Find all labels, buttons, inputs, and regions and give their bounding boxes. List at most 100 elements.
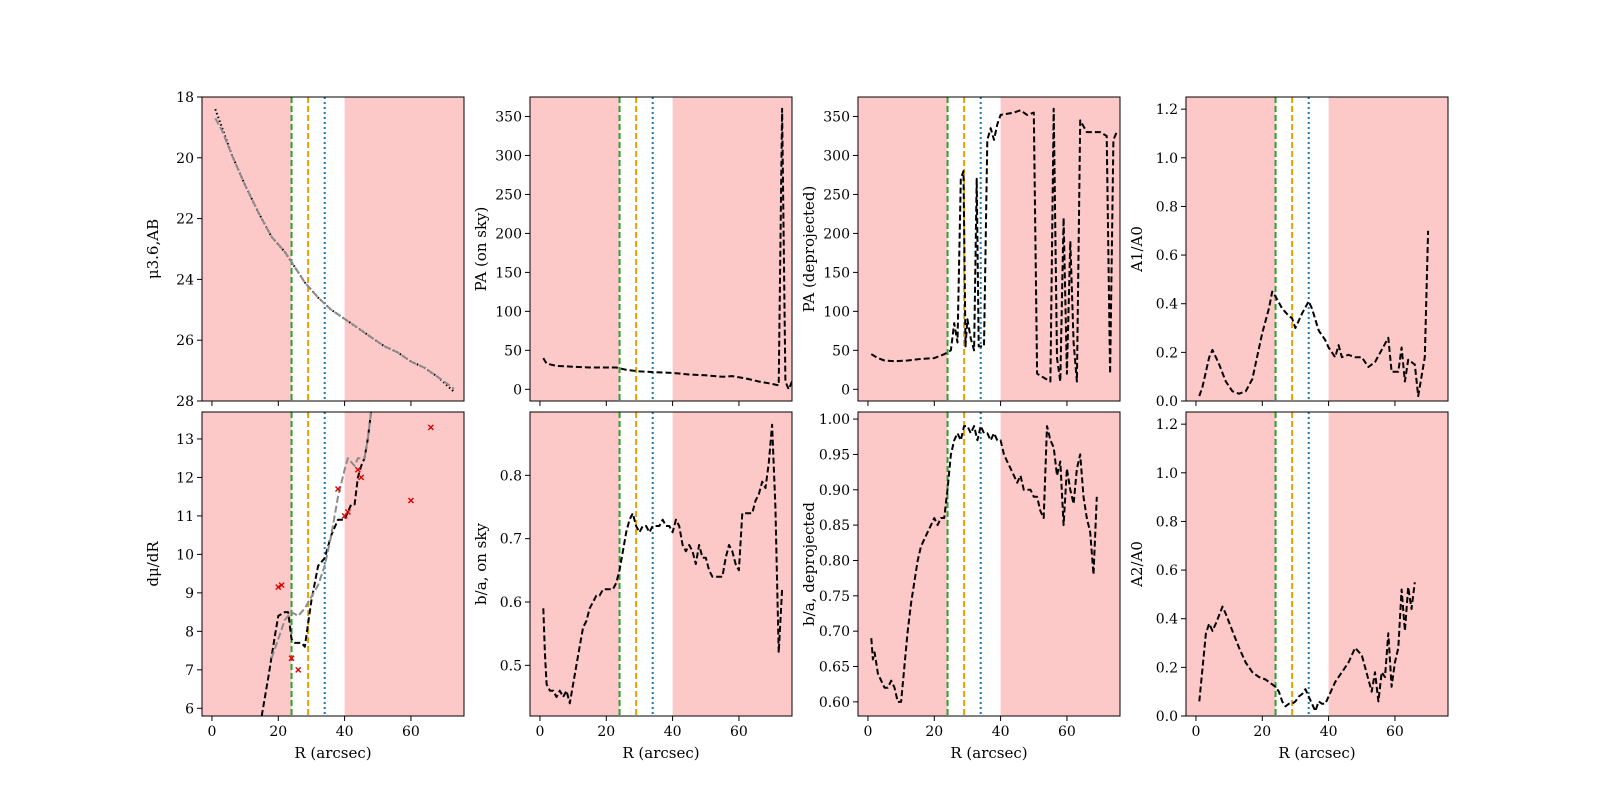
marker-x-9 bbox=[358, 474, 365, 481]
series-group bbox=[1198, 582, 1416, 713]
axes-frame bbox=[857, 96, 1121, 402]
series-group bbox=[260, 412, 434, 716]
y-tick-label: 350 bbox=[823, 109, 850, 125]
y-tick-label: 20 bbox=[176, 151, 194, 167]
x-tick-label: 0 bbox=[1191, 724, 1200, 740]
x-tick-label: 20 bbox=[597, 724, 615, 740]
series-line-2 bbox=[270, 412, 373, 659]
y-tick-label: 0.6 bbox=[1156, 563, 1178, 579]
y-tick-label: 0.8 bbox=[500, 468, 522, 484]
shaded-region-inner bbox=[530, 412, 620, 716]
series-line-1 bbox=[870, 107, 1118, 383]
axes-frame bbox=[857, 411, 1121, 717]
shaded-region-outer bbox=[672, 97, 792, 401]
series-line-1 bbox=[870, 425, 1098, 703]
panel-6: 0.5 0.6 0.7 0.8 0 20 40 60 R (arcsec) b/a, on sky bbox=[472, 411, 793, 762]
y-tick-label: 0.0 bbox=[1156, 394, 1178, 410]
x-tick-label: 20 bbox=[269, 724, 287, 740]
x-tick-label: 0 bbox=[863, 724, 872, 740]
y-tick-label: 0.60 bbox=[819, 695, 850, 711]
x-tick-label: 0 bbox=[535, 724, 544, 740]
x-tick-label: 20 bbox=[925, 724, 943, 740]
y-tick-label: 0.5 bbox=[500, 658, 522, 674]
y-tick-label: 11 bbox=[176, 509, 194, 525]
axes-frame bbox=[1185, 411, 1449, 717]
y-tick-label: 1.2 bbox=[1156, 102, 1178, 118]
marker-x-2 bbox=[278, 582, 285, 589]
y-tick-label: 7 bbox=[185, 663, 194, 679]
y-axis-label: PA (deprojected) bbox=[800, 186, 818, 313]
marker-x-1 bbox=[275, 584, 282, 591]
marker-x-3 bbox=[288, 655, 295, 662]
panel-8: 0.0 0.2 0.4 0.6 0.8 1.0 1.2 0 20 40 60 R (arcsec) A2… bbox=[1128, 411, 1449, 762]
y-tick-label: 200 bbox=[495, 226, 522, 242]
y-tick-label: 1.0 bbox=[1156, 151, 1178, 167]
y-axis-label: μ3.6,AB bbox=[144, 219, 162, 279]
x-tick-label: 60 bbox=[730, 724, 748, 740]
series-group bbox=[214, 108, 455, 393]
y-tick-label: 0.75 bbox=[819, 589, 850, 605]
marker-x-8 bbox=[354, 466, 361, 473]
x-tick-label: 60 bbox=[402, 724, 420, 740]
shaded-region-inner bbox=[202, 412, 292, 716]
panel-3: 0 50 100 150 200 250 300 350 PA (deprojected) bbox=[800, 96, 1121, 406]
y-tick-label: 0.85 bbox=[819, 518, 850, 534]
y-tick-label: 0.0 bbox=[1156, 709, 1178, 725]
y-axis-label: A2/A0 bbox=[1128, 541, 1146, 588]
y-tick-label: 1.2 bbox=[1156, 417, 1178, 433]
shaded-region-outer bbox=[344, 412, 464, 716]
series-group bbox=[1198, 230, 1430, 398]
series-line-1 bbox=[1198, 582, 1416, 713]
x-tick-label: 60 bbox=[1058, 724, 1076, 740]
panel-4: 0.0 0.2 0.4 0.6 0.8 1.0 1.2 A1/A0 bbox=[1128, 96, 1449, 410]
y-axis-label: PA (on sky) bbox=[472, 207, 490, 292]
y-tick-label: 0.95 bbox=[819, 447, 850, 463]
x-tick-label: 0 bbox=[207, 724, 216, 740]
y-tick-label: 0 bbox=[841, 382, 850, 398]
axes-frame bbox=[529, 96, 793, 402]
x-tick-label: 40 bbox=[664, 724, 682, 740]
x-tick-label: 60 bbox=[1386, 724, 1404, 740]
axes-frame bbox=[201, 411, 465, 717]
y-tick-label: 10 bbox=[176, 547, 194, 563]
x-tick-label: 40 bbox=[1320, 724, 1338, 740]
y-tick-label: 250 bbox=[823, 187, 850, 203]
shaded-region-outer bbox=[1328, 412, 1448, 716]
axes-frame bbox=[1185, 96, 1449, 402]
shaded-region-outer bbox=[672, 412, 792, 716]
shaded-region-inner bbox=[858, 97, 948, 401]
y-tick-label: 9 bbox=[185, 586, 194, 602]
y-tick-label: 0.80 bbox=[819, 553, 850, 569]
y-tick-label: 0.7 bbox=[500, 532, 522, 548]
x-tick-label: 20 bbox=[1253, 724, 1271, 740]
y-axis-label: dμ/dR bbox=[144, 541, 162, 587]
marker-x-11 bbox=[427, 424, 434, 431]
y-tick-label: 300 bbox=[823, 148, 850, 164]
y-tick-label: 150 bbox=[823, 265, 850, 281]
marker-x-7 bbox=[344, 509, 351, 516]
y-axis-label: b/a, on sky bbox=[472, 523, 490, 605]
y-tick-label: 0.70 bbox=[819, 624, 850, 640]
y-tick-label: 0.6 bbox=[500, 595, 522, 611]
series-group bbox=[870, 425, 1098, 703]
shaded-region-outer bbox=[344, 97, 464, 401]
y-tick-label: 8 bbox=[185, 624, 194, 640]
series-line-1 bbox=[542, 423, 784, 705]
y-tick-label: 22 bbox=[176, 212, 194, 228]
series-group bbox=[542, 423, 784, 705]
y-axis-label: A1/A0 bbox=[1128, 226, 1146, 273]
y-tick-label: 26 bbox=[176, 333, 194, 349]
shaded-region-inner bbox=[1186, 412, 1276, 716]
shaded-region-inner bbox=[858, 412, 948, 716]
y-tick-label: 1.0 bbox=[1156, 466, 1178, 482]
panel-5: 6 7 8 9 10 11 12 13 0 20 40 60 R (arcsec) dμ/dR bbox=[144, 411, 465, 762]
y-tick-label: 1.00 bbox=[819, 412, 850, 428]
shaded-region-inner bbox=[530, 97, 620, 401]
y-tick-label: 100 bbox=[823, 304, 850, 320]
series-group bbox=[870, 107, 1118, 383]
y-tick-label: 50 bbox=[504, 343, 522, 359]
axes-frame bbox=[201, 96, 465, 402]
y-tick-label: 0.2 bbox=[1156, 660, 1178, 676]
y-tick-label: 300 bbox=[495, 148, 522, 164]
